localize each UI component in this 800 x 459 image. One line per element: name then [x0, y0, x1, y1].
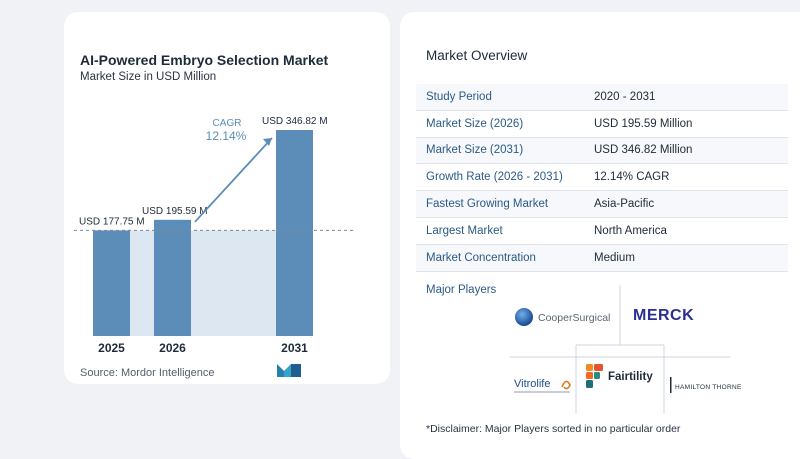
mordor-intelligence-logo: [277, 364, 301, 377]
svg-text:Vitrolife: Vitrolife: [514, 378, 550, 390]
category-label: 2026: [159, 341, 186, 355]
row-label: Market Size (2026): [426, 117, 524, 130]
data-label: USD 195.59 M: [142, 206, 208, 217]
vitrolife-logo: Vitrolife: [514, 378, 571, 393]
row-label: Study Period: [426, 90, 492, 103]
hamilton-thorne-logo: HAMILTON THORNE: [670, 377, 742, 393]
svg-text:CooperSurgical: CooperSurgical: [538, 312, 610, 324]
coopersurgical-logo: CooperSurgical: [515, 308, 610, 326]
category-label: 2031: [281, 341, 308, 355]
row-value: North America: [594, 224, 667, 237]
row-label: Market Size (2031): [426, 144, 524, 157]
row-label: Fastest Growing Market: [426, 198, 549, 211]
table-row: Fastest Growing Market Asia-Pacific: [416, 191, 788, 218]
bar: [93, 230, 130, 336]
chart-source: Source: Mordor Intelligence: [80, 367, 215, 379]
row-value: USD 346.82 Million: [594, 144, 693, 157]
data-label: USD 177.75 M: [79, 216, 145, 227]
players-title: Major Players: [426, 284, 497, 296]
table-row: Market Size (2026) USD 195.59 Million: [416, 111, 788, 138]
merck-logo: MERCK: [633, 307, 694, 324]
category-label: 2025: [98, 341, 125, 355]
table-row: Market Concentration Medium: [416, 244, 788, 272]
row-value: Asia-Pacific: [594, 198, 655, 211]
table-row: Study Period 2020 - 2031: [416, 84, 788, 111]
chart-subtitle: Market Size in USD Million: [80, 71, 217, 83]
row-label: Growth Rate (2026 - 2031): [426, 171, 563, 184]
chart-title: AI-Powered Embryo Selection Market: [80, 52, 329, 68]
overview-table: Study Period 2020 - 2031 Market Size (202…: [416, 84, 788, 272]
svg-text:Fairtility: Fairtility: [608, 371, 653, 383]
overview-title: Market Overview: [426, 48, 528, 63]
table-row: Growth Rate (2026 - 2031) 12.14% CAGR: [416, 164, 788, 192]
players-grid: CooperSurgical MERCK Vitrolife Fairtilit…: [510, 285, 742, 413]
row-value: Medium: [594, 251, 635, 264]
bar: [276, 130, 313, 336]
disclaimer: *Disclaimer: Major Players sorted in no …: [426, 423, 681, 435]
bar: [154, 219, 191, 336]
row-value: USD 195.59 Million: [594, 117, 693, 130]
table-row: Market Size (2031) USD 346.82 Million: [416, 137, 788, 165]
cagr-value: 12.14%: [206, 129, 247, 143]
blue-globe-icon: [515, 308, 533, 326]
row-value: 2020 - 2031: [594, 90, 656, 103]
fairtility-logo: Fairtility: [586, 364, 653, 388]
swirl-icon: [561, 380, 571, 390]
table-row: Largest Market North America: [416, 218, 788, 245]
cagr-label: CAGR: [213, 118, 242, 129]
cagr-arrowhead: [263, 138, 272, 146]
f-mark-icon: [586, 364, 603, 388]
row-label: Largest Market: [426, 224, 503, 237]
data-label: USD 346.82 M: [262, 116, 328, 127]
row-value: 12.14% CAGR: [594, 171, 670, 184]
row-label: Market Concentration: [426, 251, 536, 264]
svg-text:MERCK: MERCK: [633, 307, 694, 324]
svg-text:HAMILTON THORNE: HAMILTON THORNE: [675, 384, 742, 391]
cagr-arrow: [194, 137, 273, 223]
